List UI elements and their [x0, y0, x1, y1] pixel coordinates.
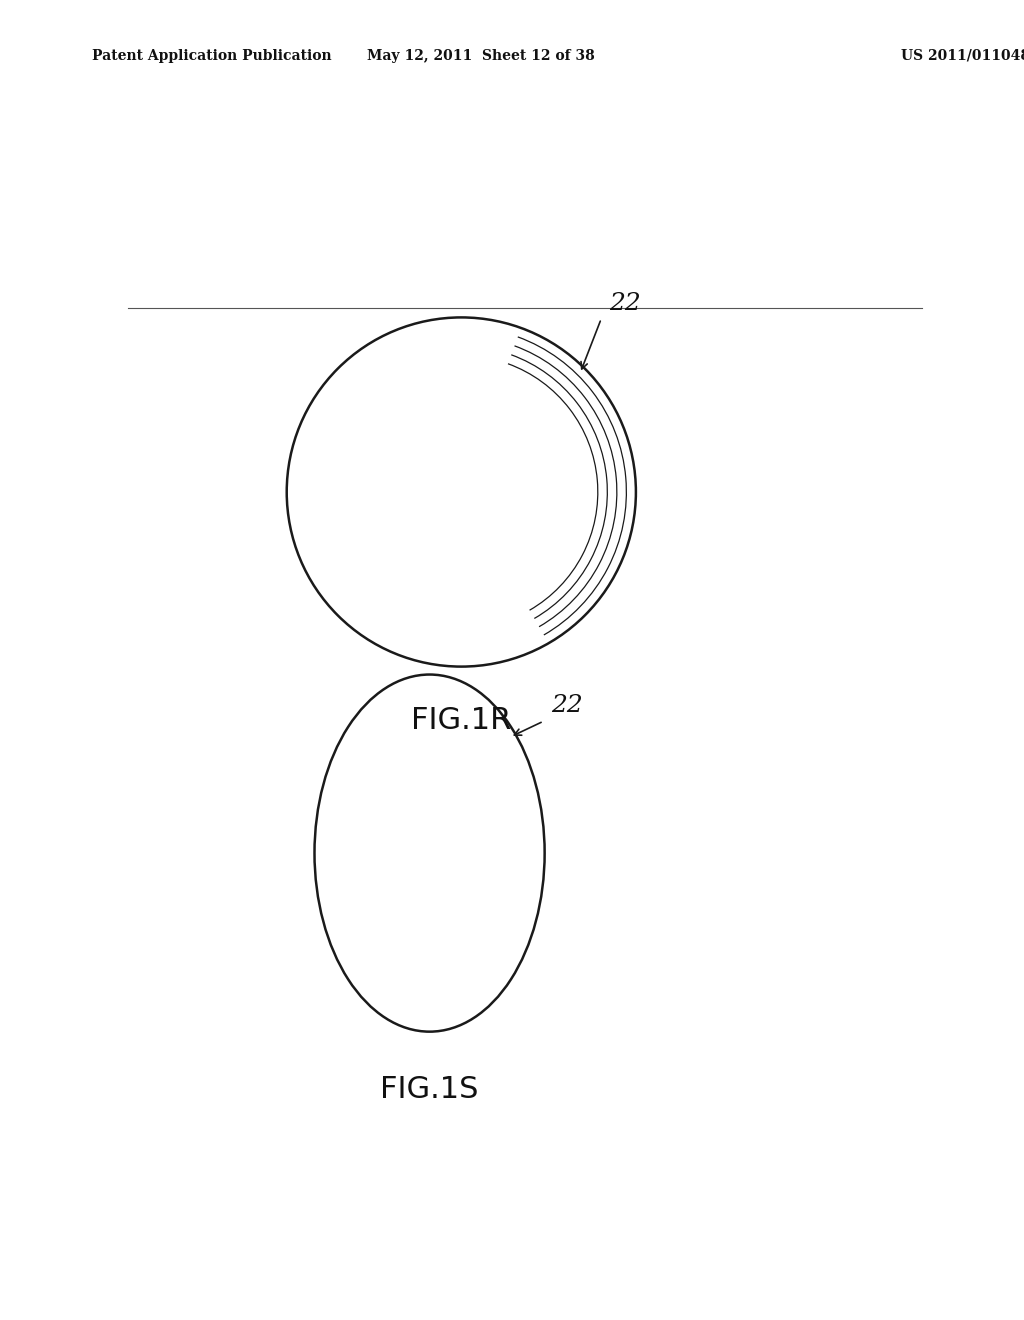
Text: May 12, 2011  Sheet 12 of 38: May 12, 2011 Sheet 12 of 38 — [368, 49, 595, 63]
Text: 22: 22 — [609, 292, 641, 314]
Text: FIG.1S: FIG.1S — [380, 1076, 479, 1105]
Text: Patent Application Publication: Patent Application Publication — [92, 49, 332, 63]
Text: FIG.1R: FIG.1R — [411, 706, 512, 735]
Text: 22: 22 — [552, 694, 584, 717]
Text: US 2011/0110482 A1: US 2011/0110482 A1 — [901, 49, 1024, 63]
